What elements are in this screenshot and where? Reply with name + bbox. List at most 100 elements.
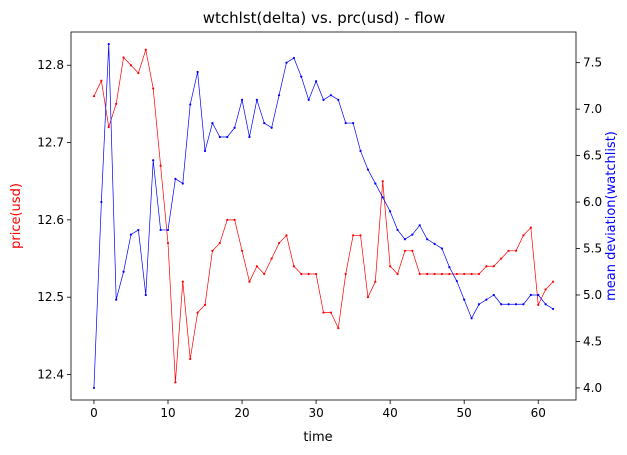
watchlist-point <box>352 121 355 125</box>
watchlist-point <box>440 247 444 250</box>
x-tick-label: 60 <box>531 406 546 420</box>
watchlist-point <box>226 135 229 139</box>
watchlist-point <box>389 210 392 213</box>
price-point <box>196 311 199 314</box>
price-point <box>396 272 399 276</box>
watchlist-point <box>537 293 540 297</box>
price-point <box>374 280 377 283</box>
right-tick-label: 7.0 <box>583 102 602 116</box>
price-point <box>248 280 251 283</box>
watchlist-point <box>152 159 155 162</box>
price-point <box>92 95 96 98</box>
watchlist-point <box>159 228 162 232</box>
price-point <box>203 303 207 307</box>
watchlist-point <box>285 61 288 64</box>
price-point <box>285 234 288 237</box>
right-tick-label: 5.0 <box>583 288 602 302</box>
x-tick-label: 10 <box>160 406 175 420</box>
price-point <box>514 249 518 252</box>
price-point <box>366 296 370 299</box>
right-tick-label: 4.5 <box>583 334 602 348</box>
watchlist-point <box>100 200 103 204</box>
watchlist-point <box>411 233 414 236</box>
price-point <box>166 241 170 245</box>
price-point <box>292 265 295 268</box>
price-point <box>270 257 273 260</box>
watchlist-point <box>203 149 207 153</box>
price-point <box>344 272 347 276</box>
price-point <box>300 272 303 276</box>
price-point <box>551 280 555 283</box>
watchlist-point <box>500 303 503 306</box>
price-point <box>218 241 221 245</box>
watchlist-point <box>522 303 525 306</box>
watchlist-point <box>107 42 110 46</box>
watchlist-point <box>292 56 295 60</box>
watchlist-point <box>366 168 370 171</box>
left-tick-label: 12.6 <box>37 213 64 227</box>
left-tick-label: 12.7 <box>37 136 64 150</box>
watchlist-point <box>129 233 133 236</box>
watchlist-point <box>315 80 318 83</box>
price-point <box>359 234 362 237</box>
left-tick-label: 12.8 <box>37 58 64 72</box>
right-axis-ticks: 4.0 4.5 5.0 5.5 6.0 6.5 7.0 7.5 <box>576 56 602 395</box>
watchlist-point <box>255 98 258 101</box>
price-point <box>500 257 503 260</box>
x-axis-ticks: 0 10 20 30 40 50 60 <box>90 400 546 420</box>
watchlist-point <box>403 238 407 241</box>
price-point <box>352 234 355 237</box>
right-tick-label: 6.0 <box>583 195 602 209</box>
watchlist-point <box>514 303 518 306</box>
x-axis-label: time <box>303 430 332 445</box>
price-point <box>100 79 103 82</box>
price-point <box>426 272 429 276</box>
x-tick-label: 40 <box>383 406 398 420</box>
watchlist-series <box>92 42 555 390</box>
price-point <box>455 272 458 276</box>
price-point <box>522 234 525 237</box>
price-point <box>418 272 421 276</box>
watchlist-point <box>196 70 199 74</box>
watchlist-point <box>418 224 421 227</box>
right-tick-label: 6.5 <box>583 149 602 163</box>
price-point <box>492 265 495 268</box>
left-tick-label: 12.4 <box>37 367 64 381</box>
watchlist-point <box>211 121 214 125</box>
x-tick-label: 50 <box>457 406 472 420</box>
watchlist-point <box>263 121 266 125</box>
watchlist-point <box>300 75 303 78</box>
watchlist-point <box>122 270 125 273</box>
watchlist-point <box>218 135 221 139</box>
watchlist-point <box>322 98 325 101</box>
price-series <box>92 48 555 384</box>
left-axis-ticks: 12.4 12.5 12.6 12.7 12.8 <box>37 58 71 381</box>
x-tick-label: 20 <box>234 406 249 420</box>
watchlist-point <box>92 386 96 390</box>
watchlist-point <box>374 182 377 185</box>
watchlist-point <box>477 303 481 306</box>
watchlist-point <box>270 126 273 129</box>
watchlist-point <box>166 228 170 232</box>
watchlist-point <box>137 228 140 232</box>
watchlist-point <box>463 298 466 301</box>
watchlist-line <box>93 43 554 388</box>
watchlist-point <box>181 182 184 185</box>
price-point <box>537 303 540 307</box>
watchlist-point <box>433 242 436 245</box>
price-point <box>329 311 332 314</box>
watchlist-point <box>448 266 451 269</box>
x-tick-label: 0 <box>90 406 98 420</box>
price-point <box>507 249 510 252</box>
watchlist-point <box>529 293 532 297</box>
price-point <box>477 272 481 276</box>
price-point <box>233 218 236 221</box>
watchlist-point <box>344 121 347 125</box>
right-tick-label: 4.0 <box>583 381 602 395</box>
watchlist-point <box>396 228 399 232</box>
watchlist-point <box>240 98 244 101</box>
price-point <box>440 272 444 276</box>
price-point <box>152 87 155 90</box>
